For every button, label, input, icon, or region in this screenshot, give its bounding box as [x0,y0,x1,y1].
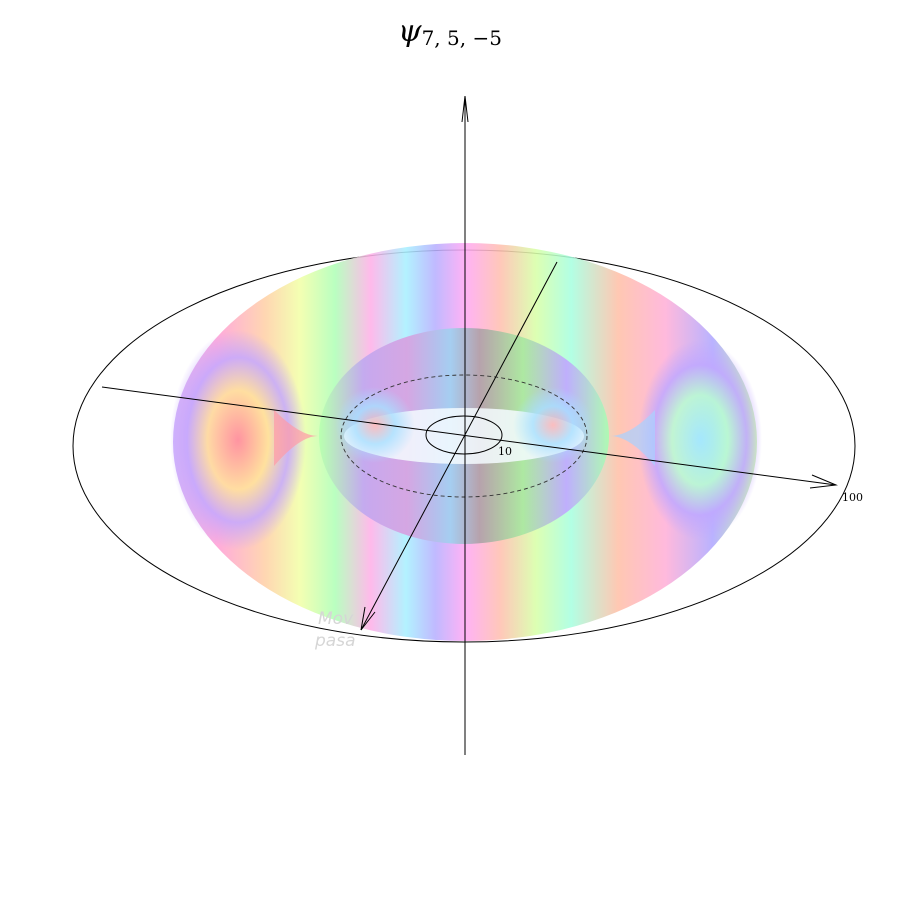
inner-torus-left-lobe [335,387,415,463]
watermark-line-2: pasa [314,631,355,651]
watermark-line-1: Mov [318,609,354,629]
tick-label-inner: 10 [498,445,512,458]
inner-torus-right-lobe [513,387,593,463]
outer-torus-left-throat [274,410,318,466]
z-axis-arrowhead [461,95,469,123]
quantum-numbers-subscript: 7, 5, −5 [421,26,502,50]
y-axis [360,261,558,631]
dashed-reference-ellipse [340,374,588,498]
y-axis-arrowhead [360,606,376,631]
figure-title: ψ7, 5, −5 [0,14,900,50]
tick-label-outer: 100 [842,491,863,504]
x-axis [101,386,837,486]
x-axis-arrowhead [809,474,838,489]
outer-torus-left-lobe [170,330,306,550]
small-scale-ellipse [425,415,503,455]
outer-torus-right-throat [610,410,655,466]
psi-symbol: ψ [398,14,422,49]
outer-torus-right-lobe [638,340,762,540]
